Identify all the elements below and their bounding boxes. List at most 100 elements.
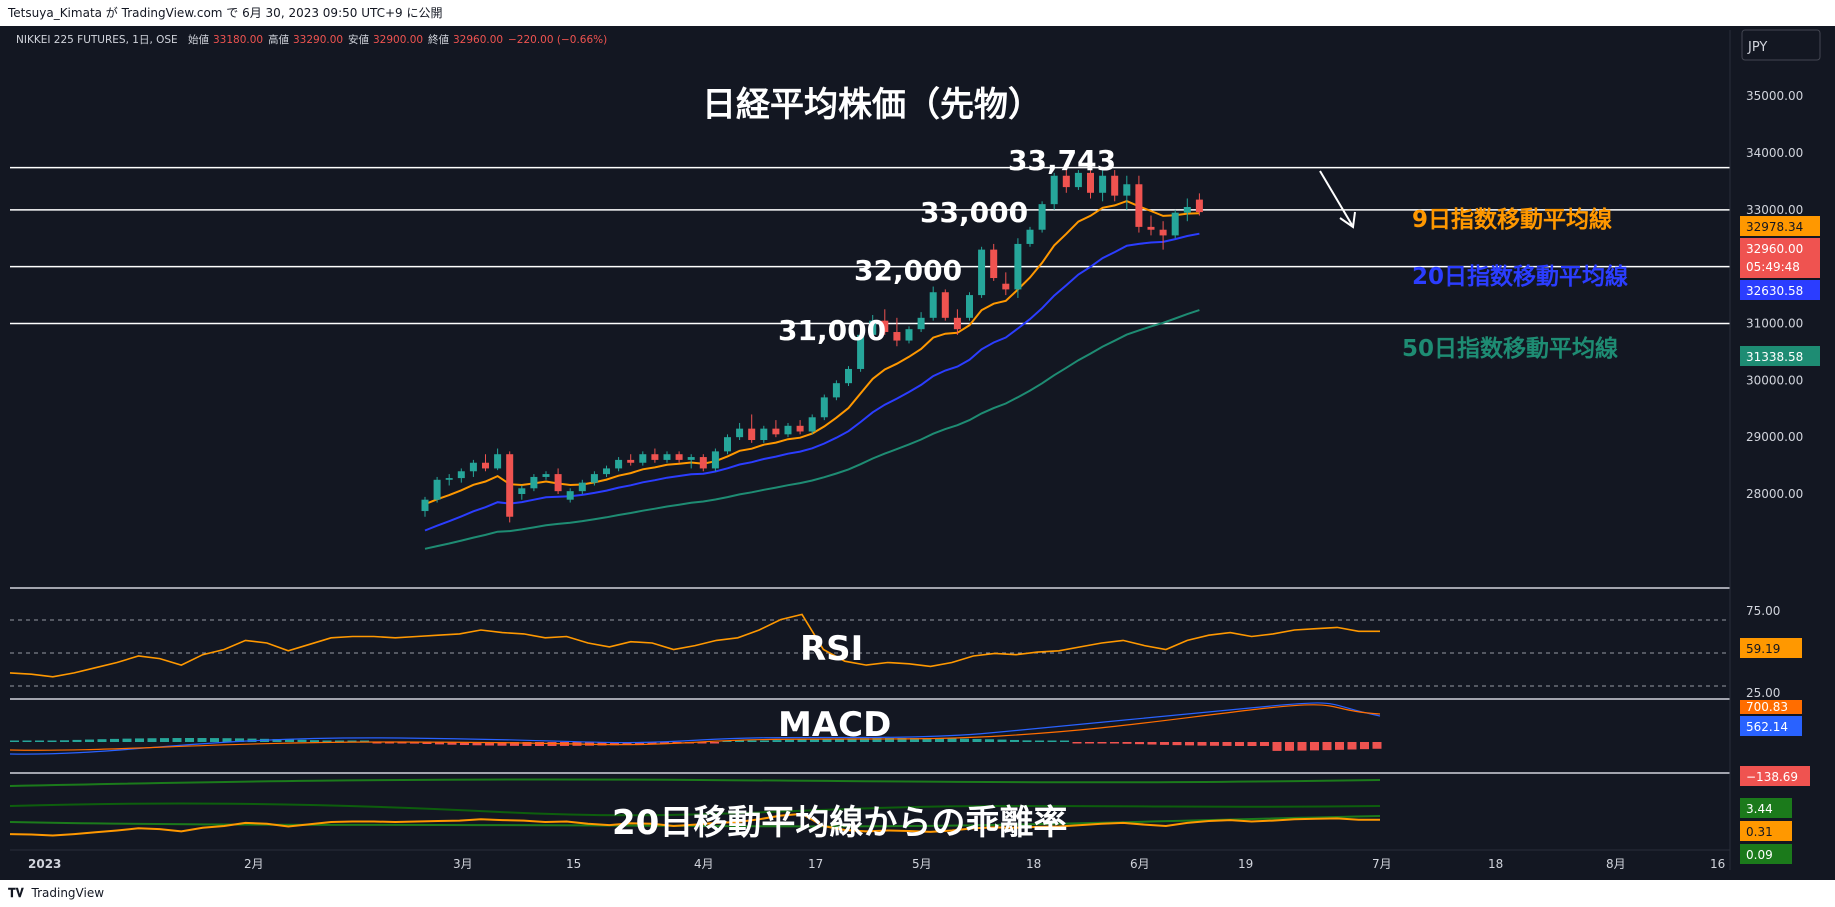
macd-bar <box>372 742 382 744</box>
high-value: 33290.00 <box>293 34 343 46</box>
candle-body <box>530 476 538 489</box>
macd-bar <box>410 742 419 744</box>
ema9-price-tag <box>1740 216 1820 236</box>
macd-bar <box>972 738 982 742</box>
rsi-value-tag <box>1740 638 1802 658</box>
macd-bar <box>1122 742 1132 744</box>
macd-bar <box>1035 740 1044 742</box>
candle-body <box>881 320 889 333</box>
macd-bar <box>597 742 607 746</box>
macd-bar <box>960 738 969 742</box>
dev-lower-text: 0.09 <box>1746 848 1773 862</box>
deviation-line <box>9 812 1380 837</box>
candle-body <box>966 295 973 318</box>
macd-bar <box>160 738 169 742</box>
macd-bar <box>1210 742 1219 746</box>
macd-bar <box>347 740 357 742</box>
open-value: 33180.00 <box>213 34 263 46</box>
candle-body <box>615 459 623 469</box>
candle-body <box>639 454 647 463</box>
candle-body <box>857 334 865 369</box>
macd-bar <box>1322 742 1332 751</box>
candle-body <box>445 478 453 480</box>
macd-signal-text: 700.83 <box>1746 700 1788 714</box>
arrow-icon <box>1319 170 1353 226</box>
macd-signal-line <box>9 704 1381 751</box>
macd-bar <box>647 742 657 745</box>
price-tick: 29000.00 <box>1746 430 1803 444</box>
dev-upper-text: 3.44 <box>1746 802 1773 816</box>
level-label-31000: 31,000 <box>778 314 886 347</box>
time-label: 15 <box>566 857 581 871</box>
macd-bar <box>660 742 669 744</box>
time-label: 7月 <box>1372 857 1392 871</box>
dev-value-tag <box>1740 821 1792 841</box>
tv-logo-icon: 𝐓𝐕 <box>8 886 24 900</box>
macd-bar <box>1022 740 1032 742</box>
macd-bar <box>847 738 857 742</box>
macd-bar <box>1072 742 1082 744</box>
low-label: 安値 <box>348 33 369 46</box>
time-label: 18 <box>1026 857 1041 871</box>
candle-body <box>687 457 695 460</box>
candle-body <box>554 474 562 492</box>
dev-lower-band <box>9 815 1381 828</box>
macd-bar <box>897 738 907 742</box>
macd-bar <box>1110 742 1119 744</box>
macd-bar <box>772 740 782 742</box>
candle-body <box>1062 175 1070 188</box>
macd-bar <box>285 739 294 742</box>
macd-bar <box>385 742 394 744</box>
macd-bar <box>697 742 707 744</box>
macd-bar <box>47 740 57 742</box>
macd-bar <box>110 738 119 742</box>
macd-bar <box>485 742 494 746</box>
candle-body <box>1099 175 1107 193</box>
time-label: 16 <box>1710 857 1725 871</box>
candle-body <box>699 457 707 469</box>
macd-bar <box>1310 742 1319 751</box>
time-axis[interactable]: 2023 2月 3月 15 4月 17 5月 18 6月 19 7月 18 8月… <box>28 857 1725 871</box>
macd-bar <box>85 739 94 742</box>
candle-body <box>457 471 465 479</box>
time-label: 18 <box>1488 857 1503 871</box>
rsi-tick-75: 75.00 <box>1746 604 1780 618</box>
price-tick: 28000.00 <box>1746 487 1803 501</box>
candle-body <box>566 491 574 500</box>
candle-body <box>494 454 502 469</box>
candle-body <box>820 397 828 418</box>
macd-bar <box>947 738 957 742</box>
chart-canvas[interactable]: NIKKEI 225 FUTURES, 1日, OSE 始値 33180.00 … <box>0 26 1835 880</box>
countdown-text: 05:49:48 <box>1746 260 1800 274</box>
macd-bar <box>147 738 157 742</box>
change-value: −220.00 (−0.66%) <box>508 34 607 46</box>
macd-bar <box>735 740 744 742</box>
symbol-info: NIKKEI 225 FUTURES, 1日, OSE 始値 33180.00 … <box>16 33 607 46</box>
brand-name: TradingView <box>31 886 105 900</box>
currency-button[interactable] <box>1741 29 1821 61</box>
macd-bar <box>22 740 32 742</box>
macd-bar <box>1335 742 1344 750</box>
macd-bar <box>35 740 44 742</box>
macd-bar <box>1172 742 1182 746</box>
macd-bar <box>997 739 1007 742</box>
candle-body <box>1050 175 1058 205</box>
macd-bar <box>97 739 107 742</box>
macd-bar <box>197 738 207 742</box>
macd-text: 562.14 <box>1746 720 1788 734</box>
macd-hist-tag <box>1740 766 1810 786</box>
symbol-name: NIKKEI 225 FUTURES, 1日, OSE <box>16 34 178 46</box>
price-tick: 35000.00 <box>1746 89 1803 103</box>
macd-bar <box>1047 740 1057 742</box>
publish-info-bar: Tetsuya_Kimata が TradingView.com で 6月 30… <box>0 0 1835 26</box>
macd-bar <box>1360 742 1369 750</box>
macd-bar <box>172 738 182 742</box>
candle-body <box>1087 172 1094 193</box>
candle-body <box>929 292 937 318</box>
rsi-value-text: 59.19 <box>1746 642 1780 656</box>
close-value: 32960.00 <box>453 34 503 46</box>
candle-body <box>736 428 744 438</box>
level-label-33743: 33,743 <box>1008 144 1116 177</box>
macd-bar <box>1372 742 1382 749</box>
candle-body <box>590 474 598 483</box>
